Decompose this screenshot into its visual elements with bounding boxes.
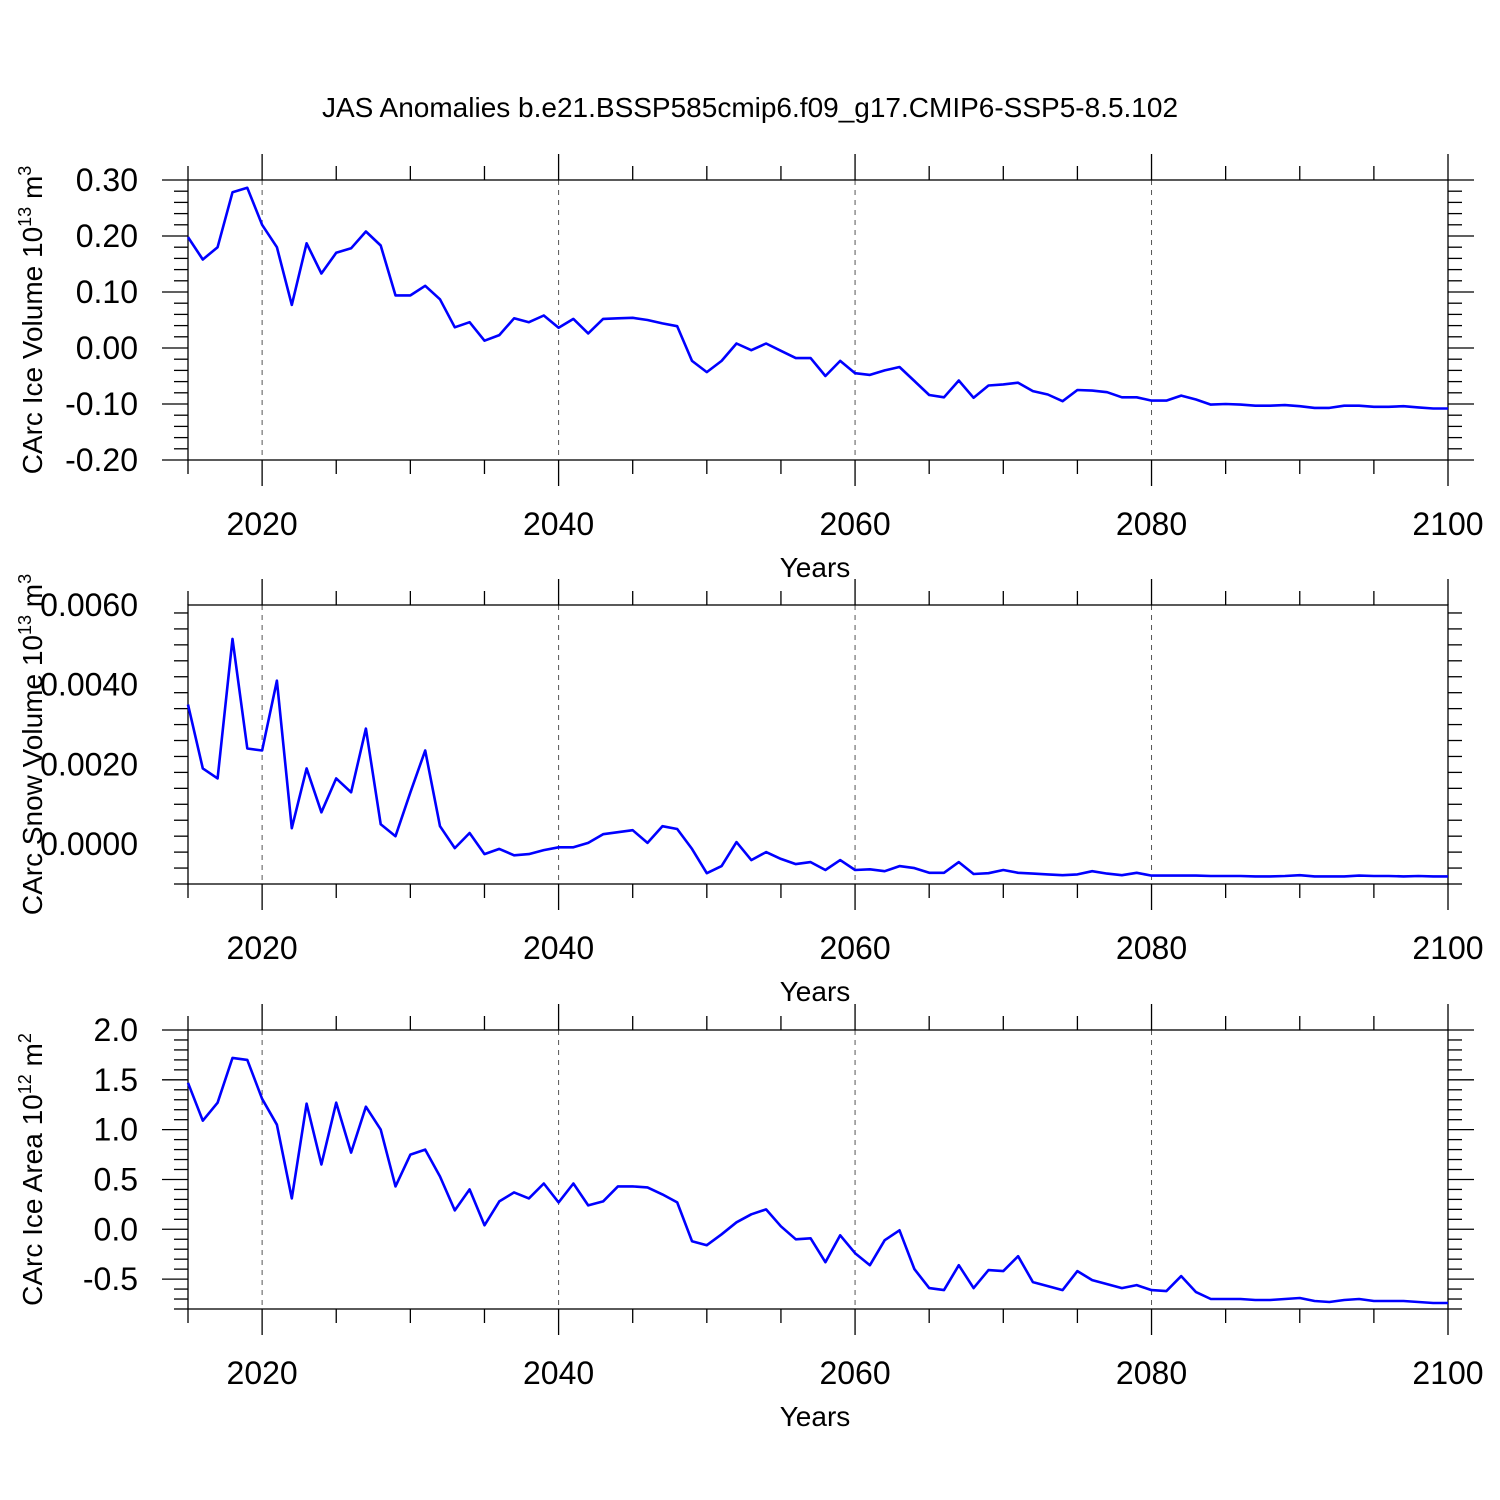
x-tick-label: 2080 — [1116, 1355, 1187, 1391]
plot-frame — [187, 604, 1449, 885]
plot-frame — [187, 1029, 1449, 1310]
y-tick-label: 0.0040 — [40, 667, 138, 703]
x-tick-label: 2020 — [227, 1355, 298, 1391]
x-tick-label: 2080 — [1116, 930, 1187, 966]
y-tick-label: 0.00 — [76, 330, 138, 366]
x-tick-label: 2020 — [227, 930, 298, 966]
y-tick-label: 1.5 — [94, 1062, 138, 1098]
panel-1: -0.20 -0.10 0.00 0.10 0.20 0.30 2020 2040 2060 20… — [15, 154, 1484, 583]
y-tick-label: 0.0000 — [40, 826, 138, 862]
x-tick-label: 2020 — [227, 506, 298, 542]
plot-frame — [187, 179, 1449, 461]
y-axis-label: CArc Snow Volume 1013 m3 — [15, 574, 48, 915]
x-tick-label: 2060 — [819, 506, 890, 542]
y-tick-label: -0.5 — [83, 1261, 138, 1297]
y-tick-label: 0.10 — [76, 274, 138, 310]
y-axis-label: CArc Ice Volume 1013 m3 — [15, 166, 48, 475]
x-axis-label: Years — [780, 552, 851, 583]
x-tick-label: 2100 — [1412, 930, 1483, 966]
y-tick-label: 0.0 — [94, 1211, 138, 1247]
chart-title: JAS Anomalies b.e21.BSSP585cmip6.f09_g17… — [322, 92, 1178, 123]
x-tick-label: 2100 — [1412, 506, 1483, 542]
panel-3: -0.5 0.0 0.5 1.0 1.5 2.0 2020 2040 2060 2080 2100 Y… — [15, 1004, 1484, 1432]
x-tick-label: 2100 — [1412, 1355, 1483, 1391]
y-tick-label: 1.0 — [94, 1112, 138, 1148]
data-series-line — [186, 637, 1448, 878]
y-tick-label: 0.5 — [94, 1161, 138, 1197]
data-series-line — [186, 186, 1448, 410]
x-axis-label: Years — [780, 976, 851, 1007]
x-axis-label: Years — [780, 1401, 851, 1432]
y-tick-label: -0.10 — [65, 386, 138, 422]
x-tick-label: 2040 — [523, 1355, 594, 1391]
x-tick-label: 2040 — [523, 506, 594, 542]
data-series-line — [186, 1056, 1448, 1305]
x-tick-label: 2060 — [819, 930, 890, 966]
y-tick-label: -0.20 — [65, 442, 138, 478]
y-tick-label: 0.30 — [76, 162, 138, 198]
y-tick-label: 2.0 — [94, 1012, 138, 1048]
panel-2: 0.0000 0.0020 0.0040 0.0060 2020 2040 2060 2080… — [15, 574, 1484, 1007]
y-axis-label: CArc Ice Area 1012 m2 — [15, 1033, 48, 1306]
x-tick-label: 2060 — [819, 1355, 890, 1391]
y-tick-label: 0.0020 — [40, 746, 138, 782]
x-tick-label: 2040 — [523, 930, 594, 966]
y-tick-label: 0.20 — [76, 218, 138, 254]
x-tick-label: 2080 — [1116, 506, 1187, 542]
y-tick-label: 0.0060 — [40, 587, 138, 623]
